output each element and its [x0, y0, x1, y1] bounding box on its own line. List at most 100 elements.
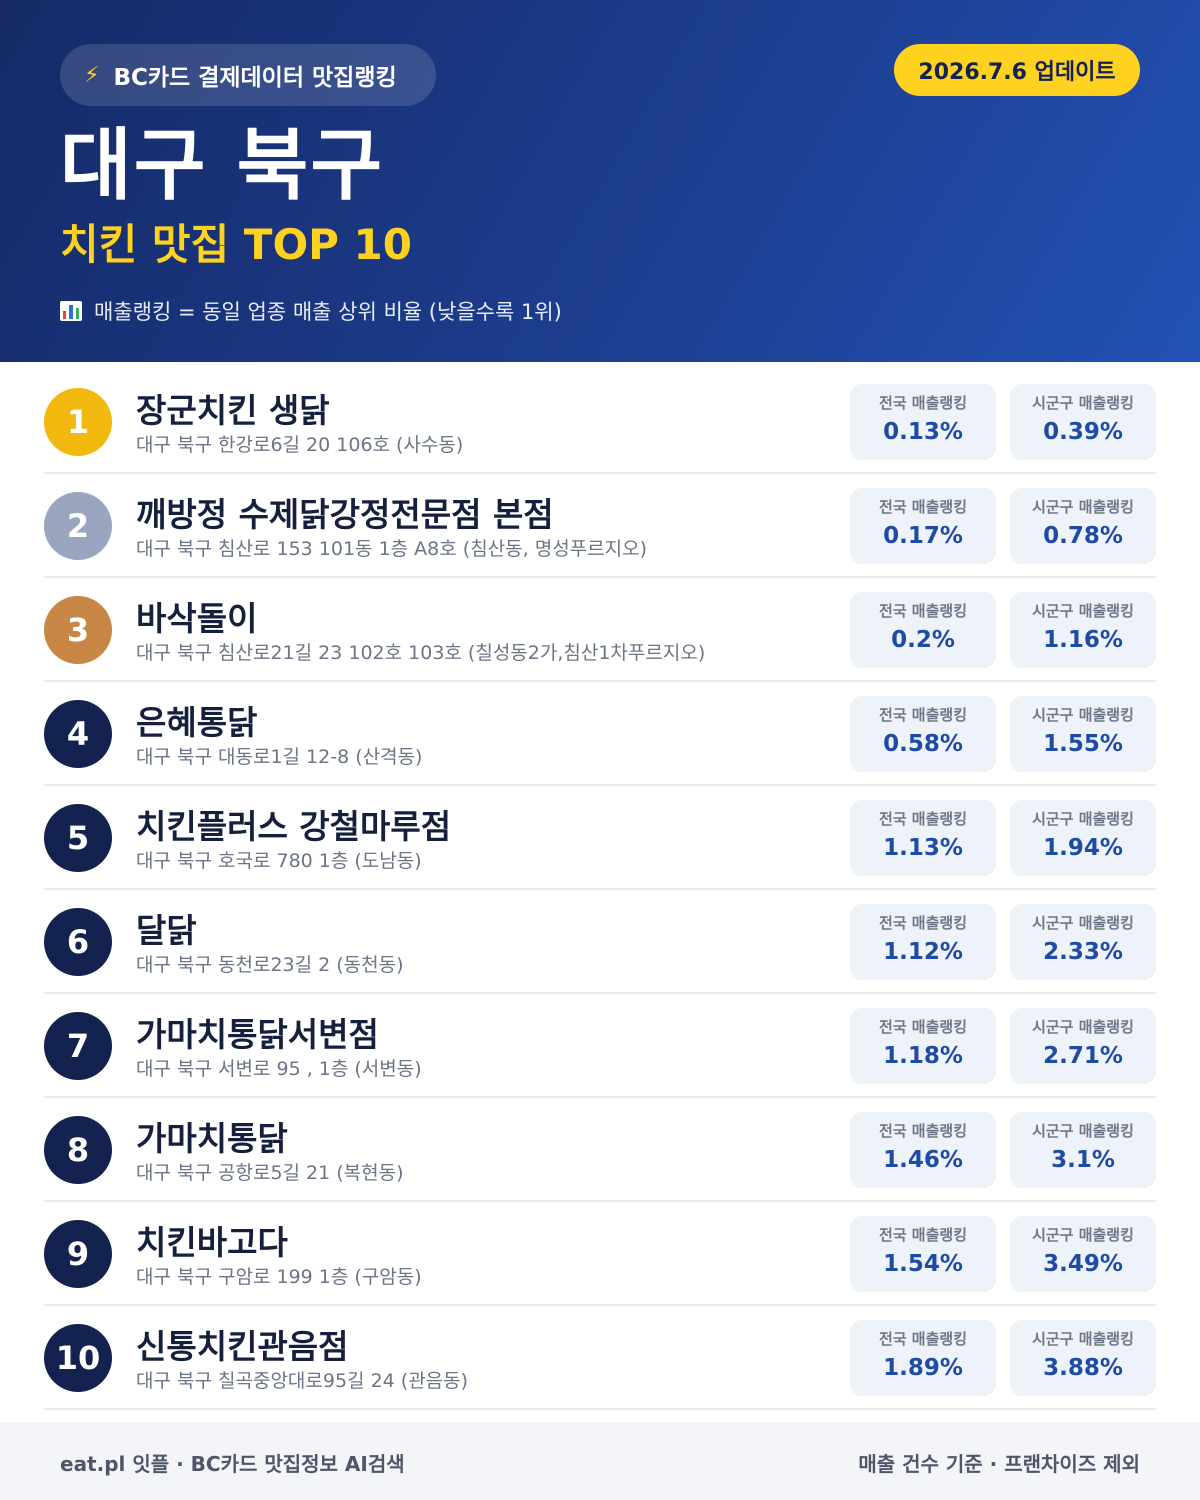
national-rank-value: 1.46% — [883, 1147, 963, 1173]
local-rank-label: 시군구 매출랭킹 — [1032, 602, 1134, 620]
restaurant-name[interactable]: 치킨바고다 — [136, 1223, 288, 1262]
national-rank-label: 전국 매출랭킹 — [878, 602, 968, 620]
national-rank-label: 전국 매출랭킹 — [878, 394, 968, 412]
national-rank-value: 0.2% — [891, 627, 955, 653]
local-rank-box: 시군구 매출랭킹 0.39% — [1010, 384, 1156, 460]
local-rank-box: 시군구 매출랭킹 3.49% — [1010, 1216, 1156, 1292]
local-rank-value: 1.94% — [1043, 835, 1123, 861]
local-rank-box: 시군구 매출랭킹 0.78% — [1010, 488, 1156, 564]
update-date-badge: 2026.7.6 업데이트 — [894, 44, 1140, 96]
ranking-legend: 매출랭킹 = 동일 업종 매출 상위 비율 (낮을수록 1위) — [60, 296, 562, 326]
rank-badge: 7 — [44, 1012, 112, 1080]
restaurant-address: 대구 북구 대동로1길 12-8 (산격동) — [136, 746, 423, 768]
restaurant-address: 대구 북구 침산로 153 101동 1층 A8호 (침산동, 명성푸르지오) — [136, 538, 648, 560]
local-rank-box: 시군구 매출랭킹 3.88% — [1010, 1320, 1156, 1396]
rank-badge: 3 — [44, 596, 112, 664]
restaurant-address: 대구 북구 공항로5길 21 (복현동) — [136, 1162, 404, 1184]
national-rank-box: 전국 매출랭킹 1.89% — [850, 1320, 996, 1396]
local-rank-label: 시군구 매출랭킹 — [1032, 1018, 1134, 1036]
national-rank-label: 전국 매출랭킹 — [878, 1018, 968, 1036]
restaurant-name[interactable]: 달닭 — [136, 911, 197, 950]
local-rank-label: 시군구 매출랭킹 — [1032, 498, 1134, 516]
restaurant-address: 대구 북구 한강로6길 20 106호 (사수동) — [136, 434, 464, 456]
national-rank-value: 0.58% — [883, 731, 963, 757]
restaurant-name[interactable]: 가마치통닭서변점 — [136, 1015, 379, 1054]
lightning-bolt-icon: ⚡ — [84, 62, 100, 88]
national-rank-label: 전국 매출랭킹 — [878, 810, 968, 828]
national-rank-label: 전국 매출랭킹 — [878, 1226, 968, 1244]
rank-badge: 4 — [44, 700, 112, 768]
rank-badge: 5 — [44, 804, 112, 872]
local-rank-box: 시군구 매출랭킹 2.71% — [1010, 1008, 1156, 1084]
rank-badge: 10 — [44, 1324, 112, 1392]
local-rank-label: 시군구 매출랭킹 — [1032, 914, 1134, 932]
local-rank-value: 1.55% — [1043, 731, 1123, 757]
national-rank-box: 전국 매출랭킹 1.54% — [850, 1216, 996, 1292]
legend-text: 매출랭킹 = 동일 업종 매출 상위 비율 (낮을수록 1위) — [94, 300, 562, 324]
footer-brand: eat.pl 잇플 · BC카드 맛집정보 AI검색 — [60, 1452, 405, 1476]
local-rank-label: 시군구 매출랭킹 — [1032, 1122, 1134, 1140]
header-banner: ⚡ BC카드 결제데이터 맛집랭킹 2026.7.6 업데이트 대구 북구 치킨… — [0, 0, 1200, 362]
category-subtitle: 치킨 맛집 TOP 10 — [60, 220, 413, 269]
local-rank-value: 2.33% — [1043, 939, 1123, 965]
rank-badge: 8 — [44, 1116, 112, 1184]
local-rank-box: 시군구 매출랭킹 3.1% — [1010, 1112, 1156, 1188]
national-rank-value: 0.13% — [883, 419, 963, 445]
local-rank-box: 시군구 매출랭킹 2.33% — [1010, 904, 1156, 980]
restaurant-address: 대구 북구 동천로23길 2 (동천동) — [136, 954, 404, 976]
local-rank-box: 시군구 매출랭킹 1.16% — [1010, 592, 1156, 668]
national-rank-label: 전국 매출랭킹 — [878, 706, 968, 724]
national-rank-box: 전국 매출랭킹 1.46% — [850, 1112, 996, 1188]
national-rank-box: 전국 매출랭킹 1.18% — [850, 1008, 996, 1084]
rank-badge: 6 — [44, 908, 112, 976]
footer: eat.pl 잇플 · BC카드 맛집정보 AI검색 매출 건수 기준 · 프랜… — [0, 1422, 1200, 1500]
local-rank-value: 2.71% — [1043, 1043, 1123, 1069]
national-rank-label: 전국 매출랭킹 — [878, 1122, 968, 1140]
restaurant-name[interactable]: 은혜통닭 — [136, 703, 258, 742]
restaurant-name[interactable]: 신통치킨관음점 — [136, 1327, 349, 1366]
national-rank-value: 1.54% — [883, 1251, 963, 1277]
rank-badge: 1 — [44, 388, 112, 456]
rank-badge: 9 — [44, 1220, 112, 1288]
restaurant-address: 대구 북구 호국로 780 1층 (도남동) — [136, 850, 422, 872]
local-rank-label: 시군구 매출랭킹 — [1032, 1330, 1134, 1348]
source-label: BC카드 결제데이터 맛집랭킹 — [113, 65, 397, 91]
restaurant-name[interactable]: 가마치통닭 — [136, 1119, 288, 1158]
restaurant-name[interactable]: 깨방정 수제닭강정전문점 본점 — [136, 495, 554, 534]
restaurant-address: 대구 북구 서변로 95 , 1층 (서변동) — [136, 1058, 422, 1080]
national-rank-box: 전국 매출랭킹 1.13% — [850, 800, 996, 876]
national-rank-value: 1.89% — [883, 1355, 963, 1381]
local-rank-label: 시군구 매출랭킹 — [1032, 394, 1134, 412]
bar-chart-icon — [60, 301, 82, 321]
national-rank-label: 전국 매출랭킹 — [878, 1330, 968, 1348]
restaurant-name[interactable]: 치킨플러스 강철마루점 — [136, 807, 452, 846]
national-rank-value: 1.13% — [883, 835, 963, 861]
rank-badge: 2 — [44, 492, 112, 560]
national-rank-box: 전국 매출랭킹 0.13% — [850, 384, 996, 460]
local-rank-value: 0.78% — [1043, 523, 1123, 549]
national-rank-label: 전국 매출랭킹 — [878, 914, 968, 932]
local-rank-box: 시군구 매출랭킹 1.55% — [1010, 696, 1156, 772]
restaurant-name[interactable]: 장군치킨 생닭 — [136, 391, 330, 430]
restaurant-address: 대구 북구 침산로21길 23 102호 103호 (칠성동2가,침산1차푸르지… — [136, 642, 706, 664]
national-rank-value: 1.12% — [883, 939, 963, 965]
restaurant-name[interactable]: 바삭돌이 — [136, 599, 258, 638]
restaurant-address: 대구 북구 칠곡중앙대로95길 24 (관음동) — [136, 1370, 469, 1392]
restaurant-address: 대구 북구 구암로 199 1층 (구암동) — [136, 1266, 422, 1288]
local-rank-box: 시군구 매출랭킹 1.94% — [1010, 800, 1156, 876]
region-title: 대구 북구 — [60, 121, 385, 211]
national-rank-box: 전국 매출랭킹 0.17% — [850, 488, 996, 564]
source-badge: ⚡ BC카드 결제데이터 맛집랭킹 — [60, 44, 436, 106]
national-rank-box: 전국 매출랭킹 1.12% — [850, 904, 996, 980]
local-rank-value: 3.49% — [1043, 1251, 1123, 1277]
